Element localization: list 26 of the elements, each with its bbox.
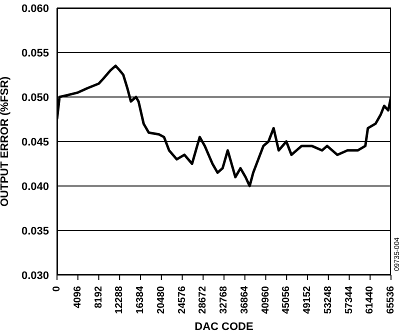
x-tick-label: 0 xyxy=(52,286,62,292)
x-tick-label: 45056 xyxy=(281,286,292,314)
x-tick-label: 57344 xyxy=(344,286,355,314)
y-tick-label: 0.035 xyxy=(21,225,49,238)
x-tick-label: 49152 xyxy=(302,286,313,314)
y-axis-title: OUTPUT ERROR (%FSR) xyxy=(0,76,11,207)
x-tick-label: 65536 xyxy=(386,286,396,314)
y-tick-label: 0.050 xyxy=(21,92,49,104)
x-tick-label: 4096 xyxy=(72,286,84,308)
x-tick-label: 8192 xyxy=(93,286,104,308)
y-tick-label: 0.030 xyxy=(21,270,49,282)
y-tick-label: 0.060 xyxy=(21,2,49,15)
x-tick-label: 61440 xyxy=(364,286,376,314)
x-axis-title: DAC CODE xyxy=(194,321,254,333)
x-tick-label: 32768 xyxy=(218,286,230,314)
x-tick-label: 36864 xyxy=(239,286,250,314)
x-tick-label: 40960 xyxy=(260,286,272,314)
x-tick-label: 24576 xyxy=(176,286,188,314)
x-tick-label: 53248 xyxy=(322,286,334,314)
x-tick-label: 16384 xyxy=(135,286,146,314)
x-tick-label: 28672 xyxy=(198,286,209,314)
y-tick-label: 0.040 xyxy=(21,180,49,193)
x-tick-label: 12288 xyxy=(114,286,126,314)
x-tick-label: 20480 xyxy=(156,286,167,314)
y-tick-label: 0.045 xyxy=(21,136,49,148)
y-tick-label: 0.055 xyxy=(21,47,49,60)
